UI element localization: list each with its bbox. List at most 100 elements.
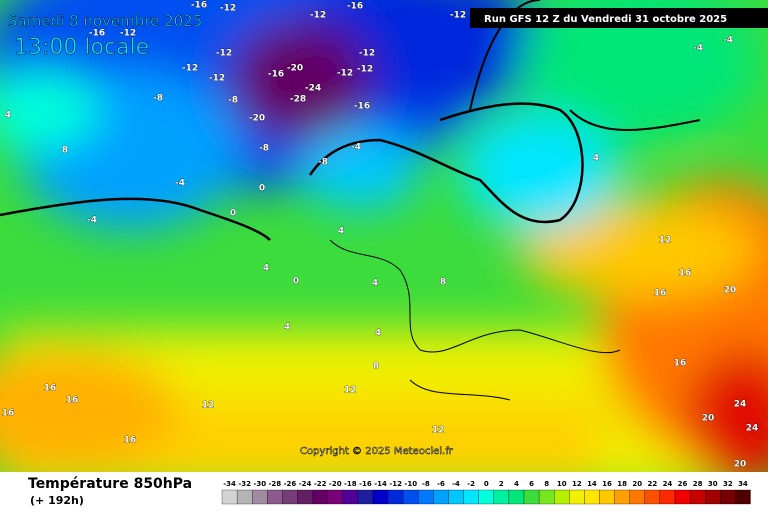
legend-tick-label: 8 [544, 480, 549, 488]
contour-label: -16 [89, 29, 105, 39]
legend-tick-label: -16 [359, 480, 372, 488]
contour-label: -4 [175, 179, 185, 189]
legend-swatch [674, 489, 691, 505]
legend-swatch [342, 489, 359, 505]
legend-swatch [508, 489, 525, 505]
time: 13:00 locale [14, 35, 149, 60]
contour-label: 24 [746, 424, 759, 434]
contour-label: 8 [440, 278, 446, 288]
legend-tick-label: 16 [602, 480, 612, 488]
legend-tick-label: 4 [514, 480, 519, 488]
legend-swatch [659, 489, 676, 505]
legend-tick-label: 24 [663, 480, 673, 488]
contour-label: 4 [5, 111, 11, 121]
legend-swatch [252, 489, 268, 505]
legend-swatch [644, 489, 661, 505]
contour-label: 12 [432, 426, 445, 436]
contour-label: -16 [268, 70, 284, 80]
run-info: Run GFS 12 Z du Vendredi 31 octobre 2025 [484, 14, 727, 25]
legend-swatch [705, 489, 721, 505]
legend-tick-label: -24 [299, 480, 312, 488]
legend-swatch [463, 489, 479, 505]
contour-label: 16 [66, 396, 79, 406]
legend-tick-label: 28 [693, 480, 703, 488]
legend-swatch [357, 489, 374, 505]
legend-swatch [327, 489, 343, 505]
legend-swatch [523, 489, 540, 505]
contour-label: -8 [259, 144, 269, 154]
contour-label: 0 [230, 209, 236, 219]
legend-tick-label: -8 [422, 480, 430, 488]
legend-tick-label: -28 [269, 480, 282, 488]
contour-label: -12 [357, 65, 373, 75]
legend-tick-label: 34 [738, 480, 748, 488]
legend-tick-label: 20 [632, 480, 642, 488]
contour-label: -28 [290, 95, 306, 105]
legend-swatch [689, 489, 706, 505]
contour-label: -12 [310, 11, 326, 21]
legend-tick-label: -6 [437, 480, 445, 488]
contour-label: 4 [372, 279, 378, 289]
legend-swatch [493, 489, 510, 505]
contour-label: -16 [347, 2, 363, 12]
contour-label: 8 [373, 362, 379, 372]
legend-tick-label: -4 [452, 480, 460, 488]
legend-tick-label: 30 [708, 480, 718, 488]
legend-tick-label: -12 [389, 480, 402, 488]
contour-label: 16 [679, 269, 692, 279]
contour-label: -4 [723, 36, 733, 46]
contour-label: 12 [202, 401, 215, 411]
legend-tick-label: 14 [587, 480, 597, 488]
legend-swatch [312, 489, 328, 505]
legend-swatch [418, 489, 434, 505]
legend-swatch [478, 489, 494, 505]
contour-label: 4 [593, 154, 599, 164]
contour-label: 0 [293, 277, 299, 287]
contour-label: -8 [153, 94, 163, 104]
legend-tick-label: -10 [404, 480, 417, 488]
contour-label: -24 [305, 84, 321, 94]
contour-label: 4 [263, 264, 269, 274]
contour-label: -4 [87, 216, 97, 226]
legend-tick-label: -32 [238, 480, 251, 488]
legend-swatch [584, 489, 600, 505]
legend-tick-label: 0 [484, 480, 489, 488]
contour-label: 20 [724, 286, 737, 296]
contour-label: -12 [216, 49, 232, 59]
legend-tick-label: -30 [253, 480, 266, 488]
legend-tick-label: 2 [499, 480, 504, 488]
copyright: Copyright © 2025 Meteociel.fr [300, 446, 454, 457]
legend-swatch [387, 489, 404, 505]
contour-label: -12 [337, 69, 353, 79]
legend-swatch [554, 489, 570, 505]
contour-label: 16 [654, 289, 667, 299]
contour-label: 20 [702, 414, 715, 424]
temperature-field: -12-16-12-16-12-16 -12-12-12-12 -16-20-24-… [0, 0, 768, 472]
contour-label: 20 [734, 460, 747, 470]
contour-label: -20 [287, 64, 303, 74]
contour-label: -8 [318, 158, 328, 168]
legend-swatch [599, 489, 615, 505]
contour-label: 16 [124, 436, 137, 446]
legend-tick-label: 22 [647, 480, 657, 488]
contour-label: -4 [693, 44, 703, 54]
legend-swatch [629, 489, 645, 505]
legend-swatch [372, 489, 389, 505]
legend-tick-label: -14 [374, 480, 387, 488]
contour-label: 12 [659, 236, 672, 246]
coastline [329, 239, 621, 401]
lead-time: (+ 192h) [30, 494, 84, 507]
zero-isotherm [0, 102, 584, 241]
contour-label: 16 [2, 409, 15, 419]
contour-label: -20 [249, 114, 265, 124]
legend-tick-label: 18 [617, 480, 627, 488]
contour-label: 0 [259, 184, 265, 194]
contour-label: -16 [191, 1, 207, 11]
date: Samedi 8 novembre 2025 [8, 12, 202, 30]
contour-label: -12 [182, 64, 198, 74]
legend-swatch [282, 489, 298, 505]
legend-swatch [236, 489, 253, 505]
contour-label: 8 [62, 146, 68, 156]
contour-label: -16 [354, 102, 370, 112]
legend-swatch [614, 489, 630, 505]
